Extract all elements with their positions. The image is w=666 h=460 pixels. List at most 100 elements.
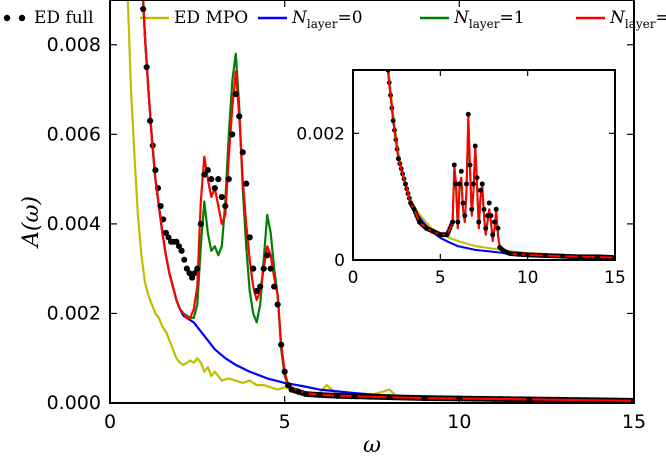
main-point-ed-full <box>526 396 533 403</box>
inset-point-ed-full <box>490 232 496 238</box>
main-point-ed-full <box>232 91 239 98</box>
inset-point-ed-full <box>408 200 414 206</box>
inset-point-ed-full <box>444 232 450 238</box>
inset-series-group <box>385 70 615 260</box>
inset-point-ed-full <box>483 225 489 231</box>
main-point-ed-full <box>316 391 323 398</box>
legend-label: Nlayer=0 <box>291 8 363 31</box>
legend-entry-n-2: Nlayer=2 <box>576 8 666 31</box>
inset-point-ed-full <box>457 181 462 187</box>
inset-point-ed-full <box>437 232 443 238</box>
main-point-ed-full <box>191 270 198 277</box>
legend-label: Nlayer=1 <box>453 8 525 31</box>
inset-point-ed-full <box>560 253 565 259</box>
main-point-ed-full <box>260 265 267 272</box>
inset-point-ed-full <box>595 254 600 260</box>
main-point-ed-full <box>189 274 196 281</box>
inset-x-tick-label: 0 <box>348 268 359 288</box>
main-series-ed-full-overlay <box>140 5 634 403</box>
main-point-ed-full <box>257 283 264 290</box>
main-point-ed-full <box>173 238 180 245</box>
inset-point-ed-full <box>497 244 503 250</box>
main-x-tick-label: 5 <box>279 411 291 433</box>
inset-point-ed-full <box>450 219 455 225</box>
main-point-ed-full <box>246 234 253 241</box>
main-point-ed-full <box>278 341 285 348</box>
inset-point-ed-full <box>493 206 499 212</box>
inset-point-ed-full <box>455 219 461 225</box>
main-point-ed-full <box>222 202 229 209</box>
inset-point-ed-full <box>458 168 464 174</box>
main-point-ed-full <box>204 167 211 174</box>
main-y-tick-label: 0.000 <box>47 392 101 414</box>
main-point-ed-full <box>197 220 204 227</box>
main-point-ed-full <box>288 386 295 393</box>
inset-point-ed-full <box>577 254 583 260</box>
main-point-ed-full <box>152 167 159 174</box>
main-y-tick-label: 0.004 <box>47 213 101 235</box>
inset-series-ed-full-overlay <box>385 70 615 260</box>
main-point-ed-full <box>157 202 164 209</box>
x-axis-label: ω <box>363 433 381 458</box>
inset-point-ed-full <box>479 181 485 187</box>
main-point-ed-full <box>281 368 288 375</box>
main-point-ed-full <box>295 388 302 395</box>
inset-plot: 0 5 10 15 0 0.002 <box>296 69 626 288</box>
inset-y-tick-label: 0.002 <box>296 124 345 144</box>
main-point-ed-full <box>239 149 246 156</box>
main-series-group <box>126 0 634 403</box>
inset-point-ed-full <box>390 118 396 124</box>
main-point-ed-full <box>211 185 218 192</box>
inset-x-tick-label: 15 <box>604 268 626 288</box>
legend-marker <box>3 14 11 22</box>
main-point-ed-full <box>264 252 271 259</box>
main-point-ed-full <box>140 5 147 12</box>
inset-point-ed-full <box>542 253 548 258</box>
inset-point-ed-full <box>430 229 436 234</box>
inset-point-ed-full <box>403 181 408 187</box>
main-point-ed-full <box>186 270 193 277</box>
inset-point-ed-full <box>478 187 483 193</box>
main-point-ed-full <box>201 171 208 178</box>
main-point-ed-full <box>250 265 257 272</box>
main-point-ed-full <box>178 247 185 254</box>
main-plot: 0 5 10 15 0.000 0.002 0.004 0.006 0.008 ω A(ω) <box>19 0 646 458</box>
main-point-ed-full <box>225 176 232 183</box>
inset-point-ed-full <box>464 181 469 187</box>
inset-point-ed-full <box>471 181 476 187</box>
main-point-ed-full <box>162 229 169 236</box>
main-y-tick-label: 0.006 <box>47 123 101 145</box>
main-point-ed-full <box>183 265 190 272</box>
inset-point-ed-full <box>507 251 513 257</box>
inset-point-ed-full <box>485 213 490 219</box>
main-point-ed-full <box>175 243 182 250</box>
main-frame <box>109 0 635 404</box>
main-point-ed-full <box>143 64 150 71</box>
main-point-ed-full <box>253 288 260 295</box>
inset-point-ed-full <box>516 251 522 257</box>
legend-entry-ed-full: ED full <box>3 8 94 28</box>
inset-point-ed-full <box>460 200 466 206</box>
inset-point-ed-full <box>416 219 422 225</box>
inset-frame <box>352 69 616 261</box>
inset-point-ed-full <box>492 219 497 225</box>
inset-point-ed-full <box>495 225 501 231</box>
inset-point-ed-full <box>486 200 492 206</box>
main-point-ed-full <box>421 395 428 402</box>
main-point-ed-full <box>147 117 154 124</box>
main-point-ed-full <box>351 393 358 400</box>
inset-x-tick-label: 5 <box>435 268 446 288</box>
main-point-ed-full <box>274 301 281 308</box>
inset-point-ed-full <box>488 213 494 219</box>
inset-point-ed-full <box>453 181 459 187</box>
inset-point-ed-full <box>469 206 475 212</box>
legend-marker <box>18 14 26 22</box>
main-y-tick-label: 0.002 <box>47 302 101 324</box>
y-axis-label: A(ω) <box>19 196 44 249</box>
inset-point-ed-full <box>481 206 487 212</box>
main-point-ed-full <box>215 176 222 183</box>
chart-legend: ED full ED MPO Nlayer=0 Nlayer=1 Nlayer=2 <box>3 8 666 31</box>
main-point-ed-full <box>208 176 215 183</box>
main-y-tick-label: 0.008 <box>47 34 101 56</box>
inset-point-ed-full <box>476 219 482 225</box>
